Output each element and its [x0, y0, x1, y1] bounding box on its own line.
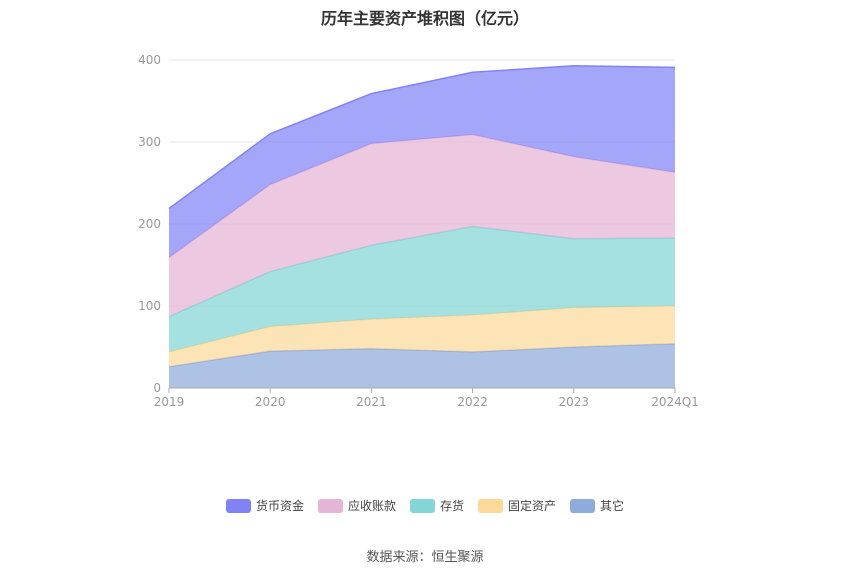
x-tick-label: 2021 — [356, 395, 387, 409]
legend-label: 货币资金 — [255, 499, 304, 513]
x-tick-label: 2023 — [559, 395, 590, 409]
legend-item[interactable]: 应收账款 — [317, 497, 396, 514]
legend-swatch — [570, 498, 596, 513]
legend-swatch — [317, 498, 343, 513]
legend-swatch — [478, 498, 503, 513]
area-series-0 — [169, 343, 675, 388]
y-tick-label: 300 — [138, 135, 161, 149]
legend-item[interactable]: 存货 — [409, 497, 464, 514]
legend-label: 其它 — [600, 499, 625, 513]
area-series — [168, 64, 676, 388]
area-series-3 — [169, 134, 675, 317]
area-series-1 — [169, 306, 675, 367]
area-series-2 — [169, 226, 675, 352]
legend-item[interactable]: 其它 — [570, 497, 624, 514]
legend-swatch — [225, 498, 251, 513]
series-line-4 — [168, 64, 676, 210]
data-source: 数据来源：恒生聚源 — [366, 550, 484, 565]
legend-swatch — [409, 498, 435, 513]
legend-label: 应收账款 — [347, 499, 396, 513]
x-tick-label: 2019 — [154, 395, 185, 409]
y-tick-label: 0 — [153, 381, 161, 395]
axes: 0 100 200 300 400 2019 2020 2021 2022 2023 2024Q1 — [138, 53, 699, 409]
legend-label: 固定资产 — [508, 499, 557, 513]
legend-item[interactable]: 货币资金 — [225, 497, 304, 514]
legend-label: 存货 — [439, 499, 464, 513]
chart-title: 历年主要资产堆积图（亿元） — [320, 9, 529, 28]
legend: 货币资金 应收账款 存货 固定资产 其它 — [0, 497, 850, 514]
x-tick-label: 2024Q1 — [651, 395, 699, 409]
y-tick-label: 400 — [138, 53, 161, 67]
y-tick-label: 200 — [138, 217, 161, 231]
x-tick-label: 2022 — [457, 395, 488, 409]
y-tick-label: 100 — [138, 299, 161, 313]
legend-item[interactable]: 固定资产 — [478, 497, 556, 514]
x-tick-label: 2020 — [255, 395, 286, 409]
area-series-4 — [169, 65, 675, 258]
